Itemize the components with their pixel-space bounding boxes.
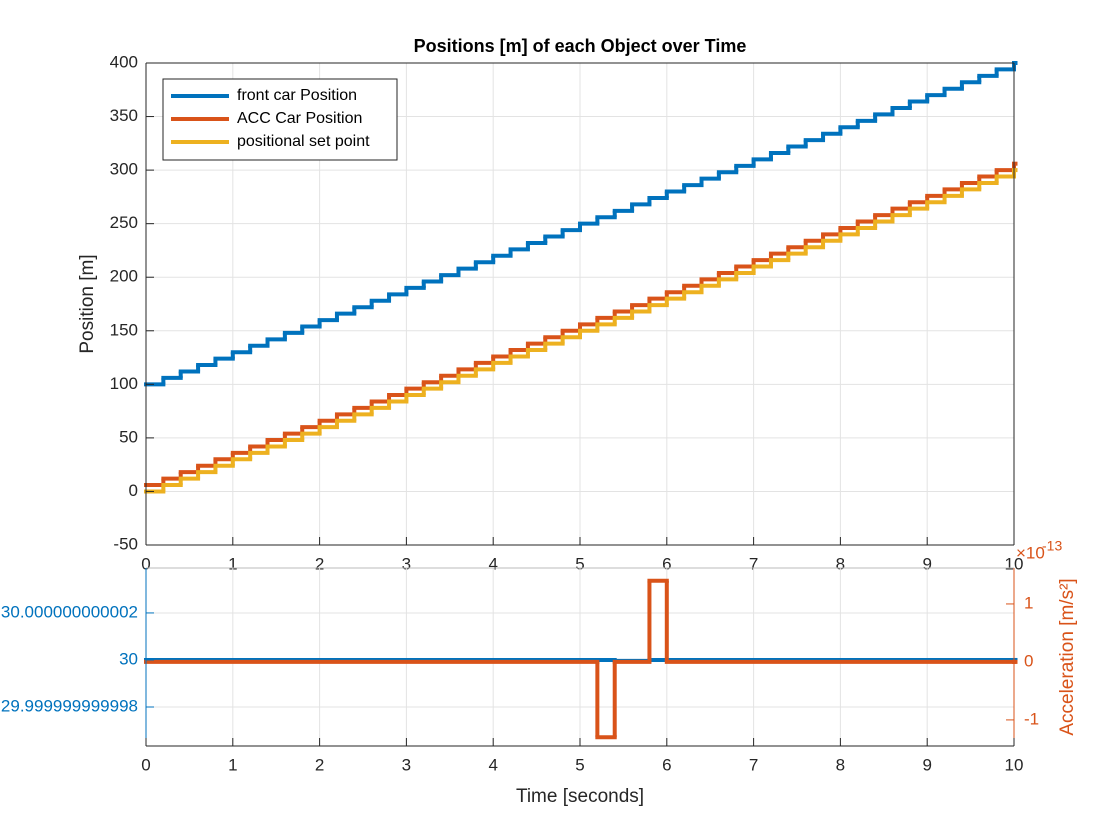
y2-axis-label: Acceleration [m/s²] [1057, 578, 1078, 735]
y-axis-label: Position [m] [77, 254, 98, 353]
series-layer [144, 578, 1018, 740]
x-tick-label: 10 [1005, 554, 1024, 573]
x-tick-label: 9 [922, 554, 931, 573]
y-tick-label: -50 [113, 534, 138, 553]
y-tick-label: 50 [119, 427, 138, 446]
y-tick-label: 150 [110, 320, 138, 339]
y2-tick-label: 0 [1024, 651, 1033, 670]
x-tick-label: 1 [228, 755, 237, 774]
y2-tick-label: -1 [1024, 709, 1039, 728]
x-tick-label: 3 [402, 554, 411, 573]
x-tick-label: 5 [575, 554, 584, 573]
y-tick-label: 250 [110, 213, 138, 232]
x-tick-label: 4 [488, 755, 497, 774]
y-tick-label: 29.999999999998 [1, 696, 138, 715]
axis-multiplier: ×10 [1016, 543, 1045, 562]
y2-tick-label: 1 [1024, 593, 1033, 612]
x-tick-label: 0 [141, 554, 150, 573]
x-tick-label: 8 [836, 554, 845, 573]
x-tick-label: 7 [749, 755, 758, 774]
stair-series [144, 168, 1018, 494]
x-tick-label: 6 [662, 554, 671, 573]
x-tick-label: 6 [662, 755, 671, 774]
y-tick-label: 350 [110, 106, 138, 125]
stair-series [144, 61, 1018, 387]
legend-label: positional set point [237, 133, 370, 150]
y-tick-label: 100 [110, 374, 138, 393]
x-tick-label: 7 [749, 554, 758, 573]
x-tick-label: 0 [141, 755, 150, 774]
legend-label: front car Position [237, 87, 357, 104]
x-tick-label: 1 [228, 554, 237, 573]
axis-multiplier-exponent: -13 [1042, 538, 1062, 554]
x-axis-label: Time [seconds] [516, 786, 644, 807]
y-tick-label: 300 [110, 160, 138, 179]
x-tick-label: 2 [315, 755, 324, 774]
x-tick-label: 8 [836, 755, 845, 774]
y-tick-label: 30.000000000002 [1, 602, 138, 621]
x-tick-label: 10 [1005, 755, 1024, 774]
y-tick-label: 0 [129, 481, 138, 500]
y-tick-label: 400 [110, 52, 138, 71]
stair-series [144, 578, 1018, 740]
stair-series [144, 161, 1018, 488]
legend-label: ACC Car Position [237, 110, 362, 127]
chart-title: Positions [m] of each Object over Time [414, 36, 747, 56]
x-tick-label: 9 [922, 755, 931, 774]
y-tick-label: 30 [119, 649, 138, 668]
x-tick-label: 4 [488, 554, 497, 573]
series-layer [144, 61, 1018, 494]
x-tick-label: 5 [575, 755, 584, 774]
x-tick-label: 2 [315, 554, 324, 573]
x-tick-label: 3 [402, 755, 411, 774]
y-tick-label: 200 [110, 267, 138, 286]
